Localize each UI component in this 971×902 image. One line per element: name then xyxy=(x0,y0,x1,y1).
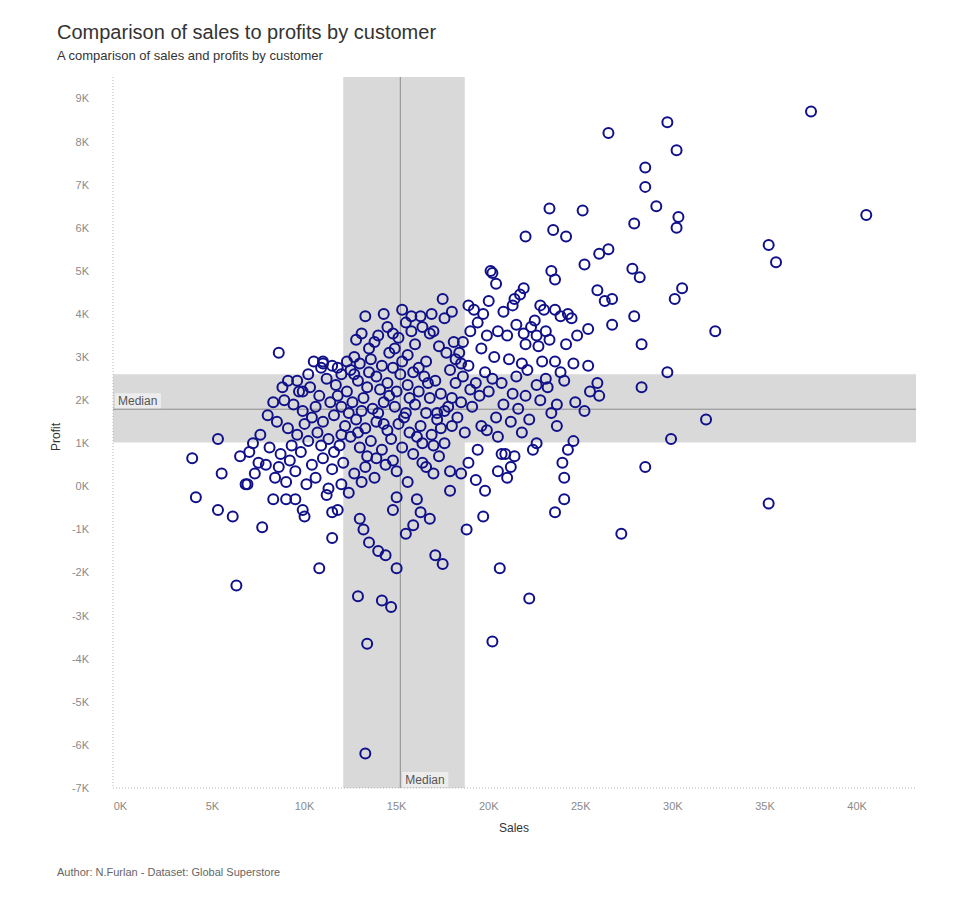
svg-text:30K: 30K xyxy=(663,800,683,812)
svg-text:10K: 10K xyxy=(295,800,315,812)
svg-text:35K: 35K xyxy=(755,800,775,812)
svg-text:9K: 9K xyxy=(76,92,90,104)
svg-text:25K: 25K xyxy=(571,800,591,812)
svg-text:3K: 3K xyxy=(76,351,90,363)
svg-text:20K: 20K xyxy=(479,800,499,812)
svg-text:Median: Median xyxy=(405,773,444,787)
svg-text:1K: 1K xyxy=(76,437,90,449)
svg-text:0K: 0K xyxy=(76,480,90,492)
svg-text:8K: 8K xyxy=(76,136,90,148)
html-text:A comparison of sales and prof: A comparison of sales and profits by cus… xyxy=(57,48,323,63)
svg-text:-5K: -5K xyxy=(72,696,90,708)
html-text:Profit: Profit xyxy=(49,423,63,451)
svg-text:-6K: -6K xyxy=(72,739,90,751)
svg-text:40K: 40K xyxy=(847,800,867,812)
svg-text:-4K: -4K xyxy=(72,653,90,665)
svg-text:-1K: -1K xyxy=(72,523,90,535)
svg-text:2K: 2K xyxy=(76,394,90,406)
svg-text:4K: 4K xyxy=(76,308,90,320)
svg-text:-7K: -7K xyxy=(72,782,90,794)
html-text:Sales: Sales xyxy=(499,821,529,835)
svg-text:15K: 15K xyxy=(387,800,407,812)
svg-text:7K: 7K xyxy=(76,179,90,191)
svg-text:-3K: -3K xyxy=(72,610,90,622)
svg-text:5K: 5K xyxy=(76,265,90,277)
svg-text:5K: 5K xyxy=(206,800,220,812)
svg-text:0K: 0K xyxy=(114,800,128,812)
html-text:Author: N.Furlan - Dataset: Gl: Author: N.Furlan - Dataset: Global Super… xyxy=(57,866,281,878)
svg-text:Median: Median xyxy=(118,394,157,408)
svg-text:-2K: -2K xyxy=(72,566,90,578)
html-text:Comparison of sales to profits: Comparison of sales to profits by custom… xyxy=(57,21,436,43)
svg-text:6K: 6K xyxy=(76,222,90,234)
